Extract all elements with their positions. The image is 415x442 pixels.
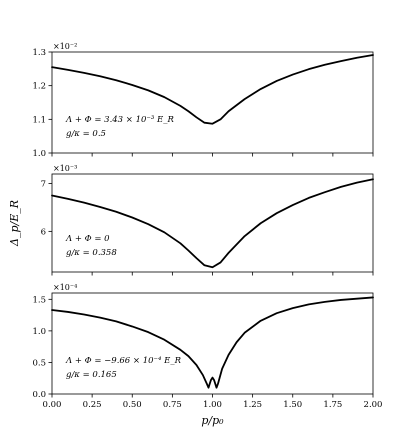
x-tick-label: 0.75: [163, 400, 182, 410]
x-tick-label: 1.50: [283, 400, 302, 410]
x-axis-label: p/p₀: [201, 414, 224, 427]
y-tick-label: 1.0: [32, 327, 46, 337]
series-line: [51, 54, 374, 125]
axis-multiplier: ×10⁻²: [53, 42, 77, 51]
y-tick-label: 6: [41, 227, 46, 237]
x-tick-label: 0.00: [43, 400, 62, 410]
y-tick-label: 1.5: [32, 295, 46, 305]
x-tick-label: 0.50: [123, 400, 142, 410]
annotation-text: Λ + Φ = −9.66 × 10⁻⁴ E_R: [65, 356, 182, 366]
x-tick-label: 2.00: [364, 400, 383, 410]
series-line: [51, 178, 374, 269]
y-tick-label: 1.0: [32, 149, 46, 159]
series-line: [51, 296, 374, 389]
panel-top: 1.0 1.1 1.2 1.3 ×10⁻² Λ + Φ = 3.43 × 10⁻³ E_R…: [32, 42, 374, 159]
y-tick-label: 1.3: [32, 48, 46, 58]
x-tick-label: 1.75: [323, 400, 342, 410]
panel-middle: 6 7 ×10⁻³ Λ + Φ = 0 g/κ = 0.358: [41, 164, 374, 276]
x-tick-label: 1.25: [243, 400, 262, 410]
y-tick-label: 1.2: [32, 82, 46, 92]
y-tick-label: 0.0: [32, 390, 46, 400]
y-tick-label: 0.5: [32, 358, 46, 368]
y-tick-label: 7: [41, 180, 46, 190]
annotation-text: Λ + Φ = 0: [65, 234, 110, 244]
annotation-text: g/κ = 0.5: [66, 129, 106, 139]
annotation-text: g/κ = 0.165: [66, 370, 117, 380]
x-tick-label: 1.00: [203, 400, 222, 410]
y-tick-label: 1.1: [32, 115, 46, 125]
annotation-text: g/κ = 0.358: [66, 248, 117, 258]
annotation-text: Λ + Φ = 3.43 × 10⁻³ E_R: [65, 115, 174, 125]
panels: 1.0 1.1 1.2 1.3 ×10⁻² Λ + Φ = 3.43 × 10⁻³ E_R…: [32, 42, 382, 427]
y-axis-label: Δ_p/E_R: [8, 200, 21, 247]
panel-bottom: 0.0 0.5 1.0 1.5 0.00 0.25 0.50 0.75 1.00 1.25 1.50…: [32, 283, 382, 427]
axis-multiplier: ×10⁻³: [53, 164, 77, 173]
x-tick-label: 0.25: [83, 400, 102, 410]
axis-multiplier: ×10⁻⁴: [53, 283, 77, 292]
